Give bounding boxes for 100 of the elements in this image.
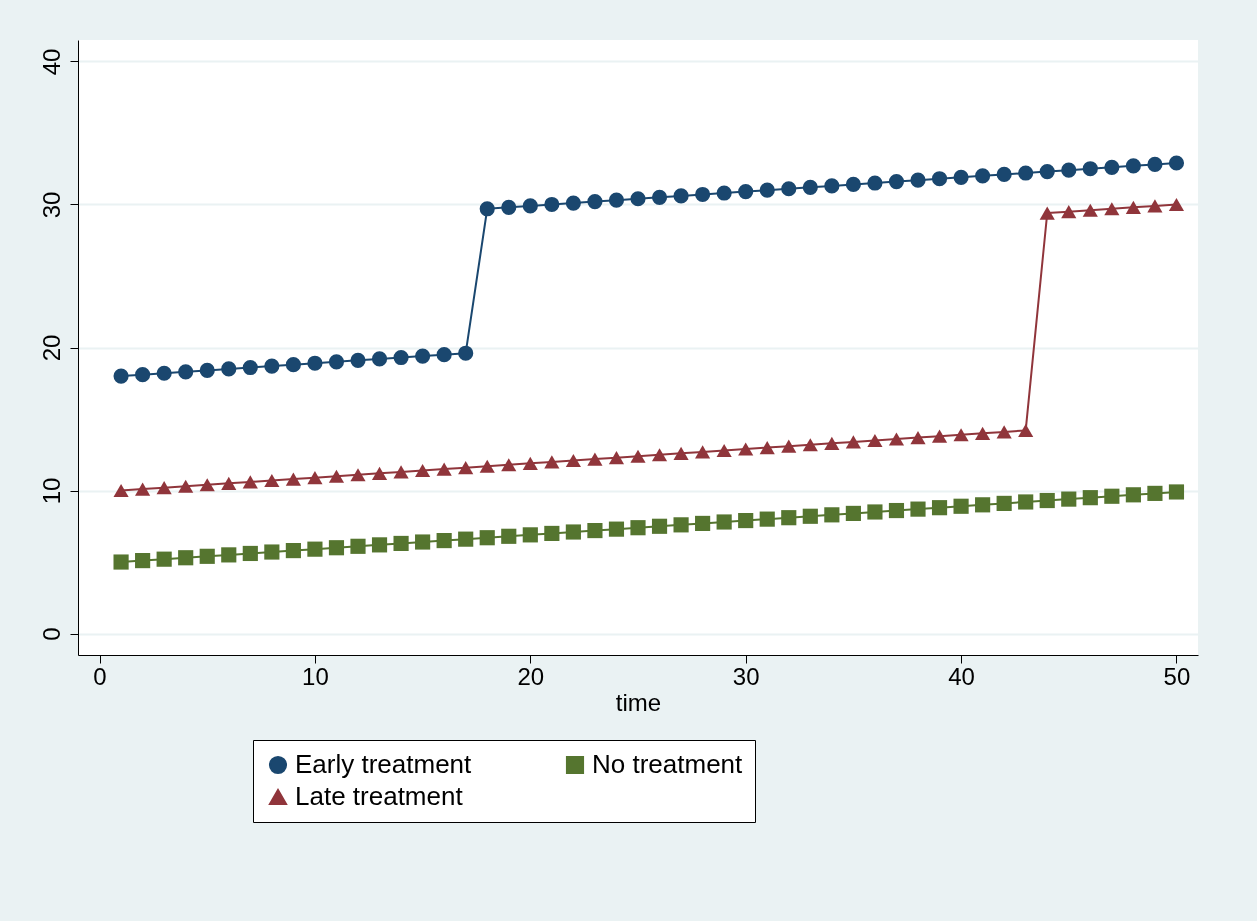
point (1061, 491, 1077, 507)
point (501, 458, 517, 472)
point (695, 515, 711, 531)
point (264, 358, 280, 374)
point (781, 439, 797, 453)
point (178, 479, 194, 493)
point (953, 498, 969, 514)
point (910, 172, 926, 188)
point (307, 471, 323, 485)
point (307, 541, 323, 557)
point (608, 451, 625, 465)
point (328, 469, 345, 483)
point (587, 452, 603, 466)
point (802, 438, 818, 452)
point (845, 435, 861, 449)
point (587, 522, 603, 539)
point (242, 475, 258, 489)
point (1082, 490, 1098, 506)
point (1082, 203, 1098, 217)
point (350, 538, 366, 554)
point (479, 530, 495, 546)
point (975, 168, 991, 184)
point (1039, 206, 1055, 220)
point (501, 528, 517, 544)
point (285, 357, 301, 373)
point (565, 524, 581, 540)
point (479, 201, 495, 217)
point (436, 533, 452, 549)
point (501, 199, 517, 215)
point (178, 550, 194, 566)
point (673, 446, 689, 460)
point (221, 476, 237, 490)
x-tick-label: 20 (517, 662, 545, 690)
point (975, 497, 991, 513)
point (113, 554, 129, 570)
x-axis-title: time (615, 688, 662, 716)
point (759, 441, 775, 455)
point (285, 472, 301, 486)
point (522, 527, 538, 543)
point (781, 510, 797, 526)
point (135, 482, 151, 496)
point (824, 436, 840, 450)
point (199, 548, 215, 564)
point (695, 445, 711, 459)
point (178, 364, 194, 380)
point (651, 189, 668, 205)
point (608, 192, 625, 208)
point (1018, 165, 1034, 181)
point (996, 166, 1012, 183)
point (415, 463, 431, 478)
point (651, 448, 668, 462)
point (759, 511, 775, 527)
point (156, 481, 172, 495)
point (716, 443, 732, 458)
point (415, 534, 431, 550)
point (953, 428, 969, 442)
point (135, 367, 151, 383)
point (1061, 162, 1077, 178)
point (802, 508, 818, 524)
point (285, 543, 301, 559)
point (716, 185, 732, 201)
point (458, 461, 474, 475)
point (845, 176, 861, 193)
point (867, 175, 883, 191)
y-tick-label: 0 (37, 627, 65, 641)
x-tick-label: 30 (732, 662, 760, 690)
point (458, 531, 474, 547)
point (910, 431, 926, 445)
point (221, 361, 237, 377)
point (1104, 159, 1120, 175)
legend-label: Early treatment (295, 749, 473, 779)
point (673, 517, 689, 533)
point (135, 553, 151, 569)
point (738, 512, 754, 529)
point (264, 473, 280, 488)
point (393, 349, 409, 366)
point (845, 505, 861, 521)
x-tick-label: 40 (948, 662, 975, 690)
point (996, 425, 1012, 439)
point (1039, 492, 1055, 509)
point (371, 537, 388, 553)
point (608, 521, 625, 537)
point (587, 194, 603, 210)
point (328, 540, 345, 556)
x-tick-label: 0 (93, 662, 107, 690)
x-tick-label: 10 (302, 662, 329, 690)
y-tick-label: 30 (37, 191, 65, 219)
point (522, 198, 538, 214)
point (996, 495, 1012, 511)
point (738, 184, 754, 200)
point (1082, 161, 1098, 177)
point (328, 354, 345, 370)
point (824, 507, 840, 523)
point (888, 502, 905, 519)
point (1147, 156, 1163, 172)
point (1168, 197, 1185, 212)
y-tick-label: 40 (37, 48, 65, 76)
point (888, 432, 905, 446)
point (544, 196, 560, 213)
point (953, 169, 969, 185)
